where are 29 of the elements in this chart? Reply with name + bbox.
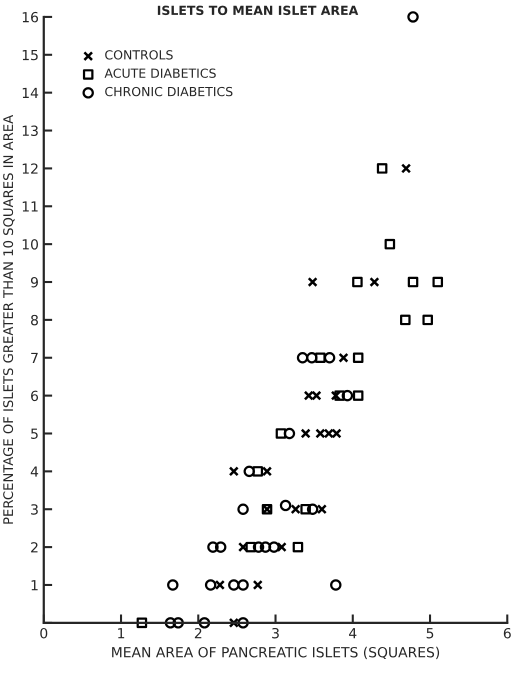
chart-title: ISLETS TO MEAN ISLET AREA bbox=[158, 6, 358, 16]
y-tick-label: 6 bbox=[31, 390, 38, 402]
y-axis-title: PERCENTAGE OF ISLETS GREATER THAN 10 SQUARES IN AREA bbox=[3, 114, 15, 524]
x-tick-label: 5 bbox=[426, 628, 434, 638]
y-tick-label: 2 bbox=[31, 542, 38, 552]
y-tick-label: 3 bbox=[31, 504, 38, 515]
y-tick-label: 5 bbox=[31, 428, 38, 439]
x-tick-label: 3 bbox=[272, 628, 279, 638]
y-tick-label: 13 bbox=[22, 126, 38, 136]
y-tick-label: 16 bbox=[22, 12, 38, 22]
x-tick-label: 0 bbox=[40, 628, 48, 638]
legend-label: CHRONIC DIABETICS bbox=[105, 86, 232, 96]
y-tick-label: 4 bbox=[30, 466, 38, 477]
x-axis-title: MEAN AREA OF PANCREATIC ISLETS (SQUARES) bbox=[112, 646, 440, 660]
x-tick-label: 2 bbox=[194, 628, 202, 638]
y-tick-label: 15 bbox=[22, 50, 38, 60]
y-tick-label: 8 bbox=[31, 314, 38, 326]
y-tick-label: 1 bbox=[32, 580, 38, 590]
legend-label: CONTROLS bbox=[105, 50, 173, 60]
y-tick-label: 14 bbox=[22, 88, 38, 98]
x-tick-label: 4 bbox=[349, 628, 356, 638]
legend-label: ACUTE DIABETICS bbox=[104, 68, 216, 78]
y-tick-label: 7 bbox=[31, 352, 38, 364]
x-tick-label: 6 bbox=[504, 628, 511, 638]
y-tick-label: 11 bbox=[22, 201, 38, 212]
x-tick-label: 1 bbox=[118, 628, 124, 638]
y-tick-label: 9 bbox=[30, 276, 38, 288]
y-tick-label: 10 bbox=[22, 239, 38, 250]
y-tick-label: 12 bbox=[22, 163, 38, 174]
